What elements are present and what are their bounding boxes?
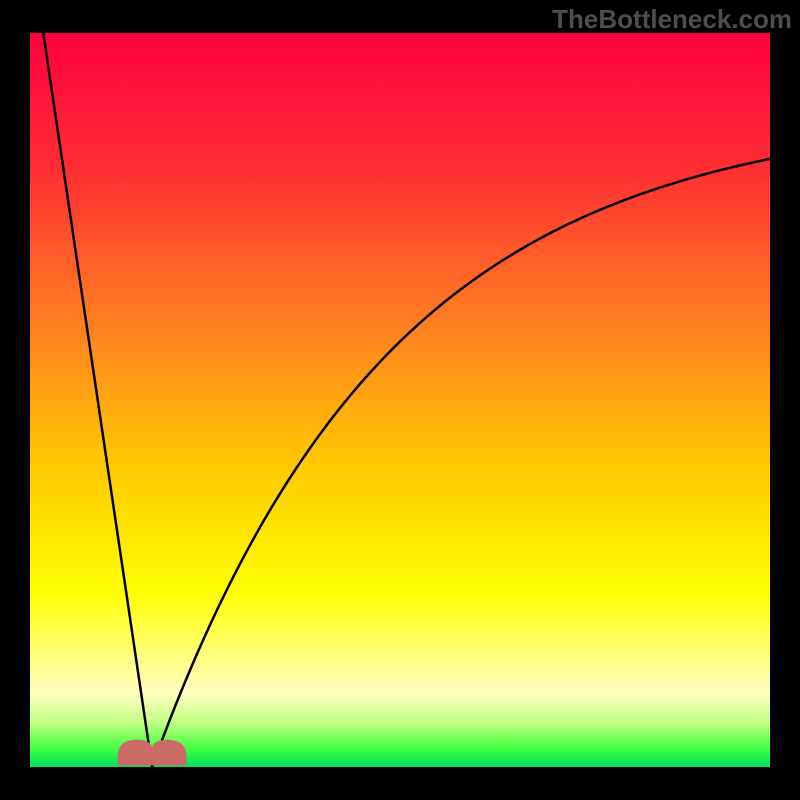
chart-container: TheBottleneck.com — [0, 0, 800, 800]
watermark-text: TheBottleneck.com — [552, 4, 792, 35]
chart-svg — [0, 0, 800, 800]
plot-background — [30, 33, 770, 767]
